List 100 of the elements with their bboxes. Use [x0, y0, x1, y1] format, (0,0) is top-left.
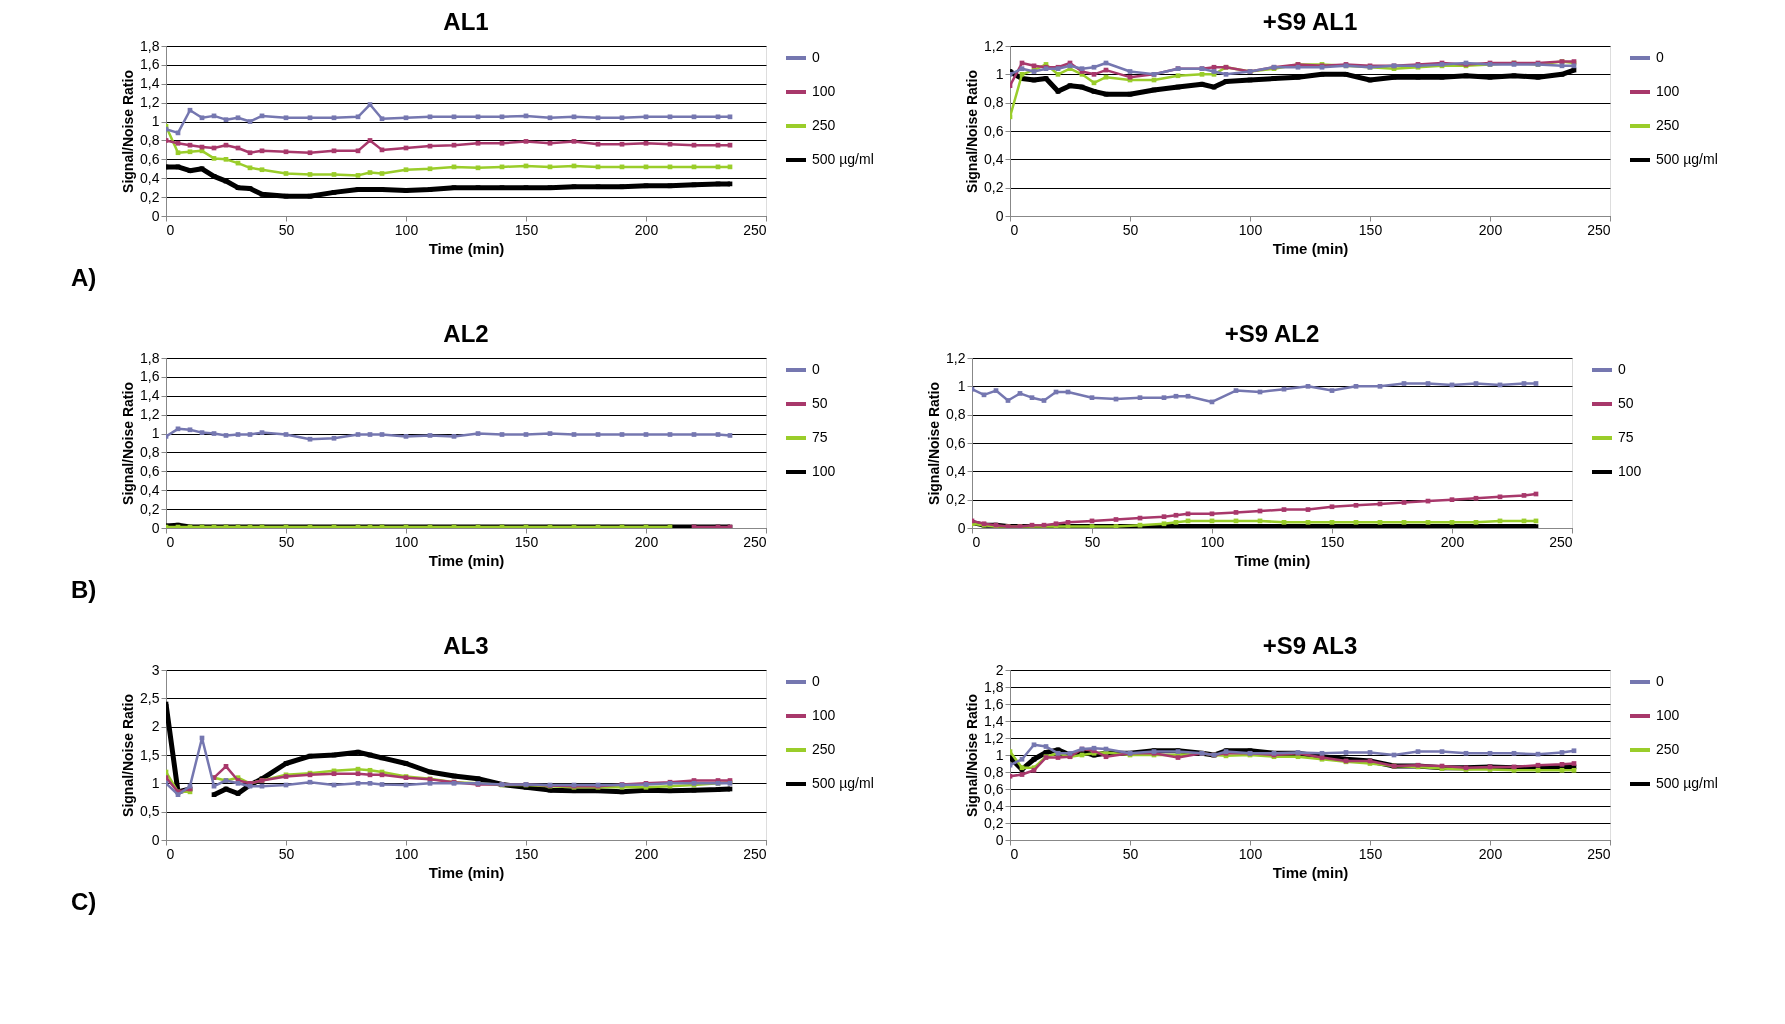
legend-label: 250 — [1656, 741, 1680, 757]
x-tick-label: 250 — [1549, 533, 1573, 550]
y-tick-label: 0 — [151, 207, 160, 224]
x-axis-title: Time (min) — [428, 551, 505, 569]
legend-label: 250 — [812, 117, 836, 133]
x-tick-label: 50 — [1084, 533, 1101, 550]
x-tick-label: 100 — [1200, 533, 1225, 550]
x-axis-title: Time (min) — [1272, 863, 1349, 881]
text: A) — [71, 264, 97, 291]
chart-title: +S9 AL1 — [1262, 8, 1358, 35]
x-tick-label: 0 — [972, 533, 981, 550]
chart-title: AL2 — [443, 320, 489, 347]
y-axis-title: Signal/Noise Ratio — [964, 694, 981, 817]
y-tick-label: 0,4 — [140, 169, 160, 186]
x-tick-label: 0 — [1010, 845, 1019, 862]
y-tick-label: 3 — [151, 661, 160, 678]
x-tick-label: 50 — [278, 533, 295, 550]
y-tick-label: 1,6 — [140, 56, 160, 73]
x-tick-label: 200 — [634, 845, 659, 862]
legend-label: 500 µg/ml — [1656, 151, 1718, 167]
y-tick-label: 1,8 — [984, 678, 1004, 695]
legend-label: 100 — [812, 83, 836, 99]
x-tick-label: 250 — [743, 845, 767, 862]
legend-label: 75 — [1618, 429, 1634, 445]
legend-label: 50 — [812, 395, 828, 411]
y-axis-title: Signal/Noise Ratio — [120, 382, 137, 505]
x-tick-label: 250 — [743, 221, 767, 238]
x-tick-label: 0 — [1010, 221, 1019, 238]
y-tick-label: 0,6 — [984, 780, 1004, 797]
y-tick-label: 1,4 — [140, 75, 160, 92]
y-tick-label: 0,4 — [946, 462, 966, 479]
legend-label: 0 — [1618, 361, 1626, 377]
y-axis-title: Signal/Noise Ratio — [120, 70, 137, 193]
y-tick-label: 0,4 — [984, 150, 1004, 167]
x-tick-label: 100 — [394, 533, 419, 550]
x-tick-label: 150 — [1358, 845, 1383, 862]
x-tick-label: 150 — [1320, 533, 1345, 550]
y-tick-label: 0,6 — [984, 122, 1004, 139]
x-tick-label: 250 — [1587, 221, 1611, 238]
x-tick-label: 50 — [1122, 845, 1139, 862]
x-tick-label: 200 — [1440, 533, 1465, 550]
y-tick-label: 0,6 — [946, 434, 966, 451]
y-tick-label: 1,2 — [140, 94, 160, 111]
y-tick-label: 0 — [995, 207, 1004, 224]
y-tick-label: 1,6 — [984, 695, 1004, 712]
legend-label: 100 — [1656, 707, 1680, 723]
x-tick-label: 250 — [743, 533, 767, 550]
y-tick-label: 1,4 — [140, 387, 160, 404]
legend-label: 500 µg/ml — [1656, 775, 1718, 791]
x-tick-label: 250 — [1587, 845, 1611, 862]
legend-label: 250 — [812, 741, 836, 757]
y-axis-title: Signal/Noise Ratio — [964, 70, 981, 193]
y-tick-label: 0,2 — [140, 188, 160, 205]
chart-title: +S9 AL2 — [1224, 320, 1320, 347]
y-tick-label: 0,5 — [140, 803, 160, 820]
x-tick-label: 0 — [166, 221, 175, 238]
y-tick-label: 0,2 — [946, 491, 966, 508]
y-tick-label: 1 — [151, 425, 160, 442]
x-tick-label: 50 — [278, 845, 295, 862]
legend-label: 75 — [812, 429, 828, 445]
legend-label: 100 — [1656, 83, 1680, 99]
x-tick-label: 150 — [514, 533, 539, 550]
y-tick-label: 0,2 — [140, 500, 160, 517]
y-tick-label: 0,2 — [984, 179, 1004, 196]
y-tick-label: 1 — [995, 746, 1004, 763]
x-axis-title: Time (min) — [1234, 551, 1311, 569]
x-tick-label: 100 — [394, 845, 419, 862]
legend-label: 500 µg/ml — [812, 151, 874, 167]
y-tick-label: 0,8 — [140, 131, 160, 148]
y-tick-label: 1,4 — [984, 712, 1004, 729]
legend-label: 50 — [1618, 395, 1634, 411]
y-tick-label: 0,8 — [946, 406, 966, 423]
legend-label: 250 — [1656, 117, 1680, 133]
x-tick-label: 0 — [166, 533, 175, 550]
x-tick-label: 50 — [1122, 221, 1139, 238]
y-tick-label: 2 — [995, 661, 1004, 678]
x-tick-label: 200 — [634, 221, 659, 238]
y-tick-label: 1,8 — [140, 37, 160, 54]
legend-label: 0 — [812, 49, 820, 65]
y-tick-label: 1 — [151, 774, 160, 791]
x-tick-label: 100 — [394, 221, 419, 238]
x-tick-label: 0 — [166, 845, 175, 862]
y-tick-label: 2 — [151, 718, 160, 735]
y-tick-label: 0 — [995, 831, 1004, 848]
x-tick-label: 100 — [1238, 845, 1263, 862]
y-tick-label: 0,8 — [984, 94, 1004, 111]
y-tick-label: 0 — [151, 831, 160, 848]
legend-label: 100 — [812, 463, 836, 479]
y-tick-label: 0,8 — [984, 763, 1004, 780]
y-axis-title: Signal/Noise Ratio — [120, 694, 137, 817]
y-tick-label: 1 — [151, 113, 160, 130]
y-tick-label: 1 — [995, 65, 1004, 82]
x-axis-title: Time (min) — [428, 863, 505, 881]
chart-title: AL3 — [443, 632, 489, 659]
x-tick-label: 150 — [514, 845, 539, 862]
y-tick-label: 1,2 — [140, 406, 160, 423]
x-tick-label: 100 — [1238, 221, 1263, 238]
y-tick-label: 1,2 — [984, 37, 1004, 54]
y-tick-label: 1,5 — [140, 746, 160, 763]
y-tick-label: 0,2 — [984, 814, 1004, 831]
